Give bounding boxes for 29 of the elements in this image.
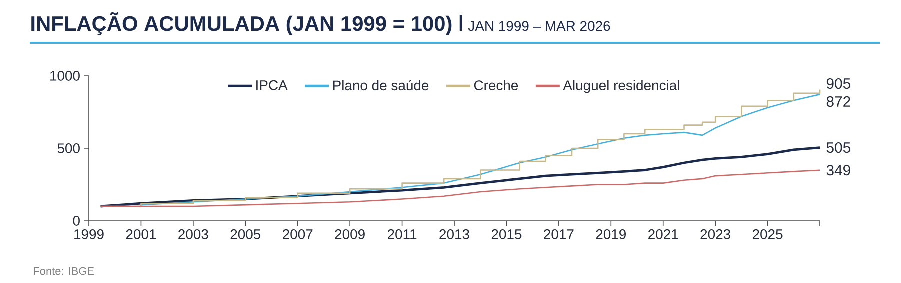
x-tick-label: 2013: [440, 230, 470, 240]
x-tick-label: 2001: [126, 230, 156, 240]
legend-label: Plano de saúde: [333, 80, 429, 91]
legend-label: IPCA: [256, 80, 288, 90]
chart-title: INFLAÇÃO ACUMULADA (JAN 1999 = 100): [32, 12, 452, 36]
x-tick-label: 2005: [230, 230, 261, 240]
y-tick-label: 0: [73, 216, 80, 226]
x-tick-label: 2011: [388, 230, 417, 240]
data-label: 349: [826, 165, 850, 176]
x-tick-label: 2019: [596, 230, 626, 240]
x-tick-label: 2007: [283, 230, 313, 240]
x-tick-label: 2009: [335, 230, 365, 240]
x-tick-label: 2023: [700, 230, 730, 240]
data-label: 505: [826, 142, 851, 154]
x-tick-label: 2015: [492, 230, 522, 240]
line-series: [100, 146, 822, 208]
data-label: 872: [826, 96, 850, 108]
x-tick-label: 1999: [74, 230, 104, 240]
chart-subtitle: JAN 1999 – MAR 2026: [468, 21, 610, 32]
x-tick-label: 2021: [648, 230, 678, 240]
x-tick-label: 2017: [544, 230, 574, 240]
data-label: 905: [826, 78, 851, 90]
legend-label: Creche: [474, 80, 518, 91]
x-tick-label: 2025: [752, 230, 783, 240]
y-tick-label: 1000: [50, 71, 80, 81]
legend-label: Aluguel residencial: [563, 80, 680, 94]
x-tick-label: 2003: [178, 230, 208, 240]
y-tick-label: 500: [58, 144, 80, 154]
source-note: Fonte: IBGE: [34, 267, 94, 276]
